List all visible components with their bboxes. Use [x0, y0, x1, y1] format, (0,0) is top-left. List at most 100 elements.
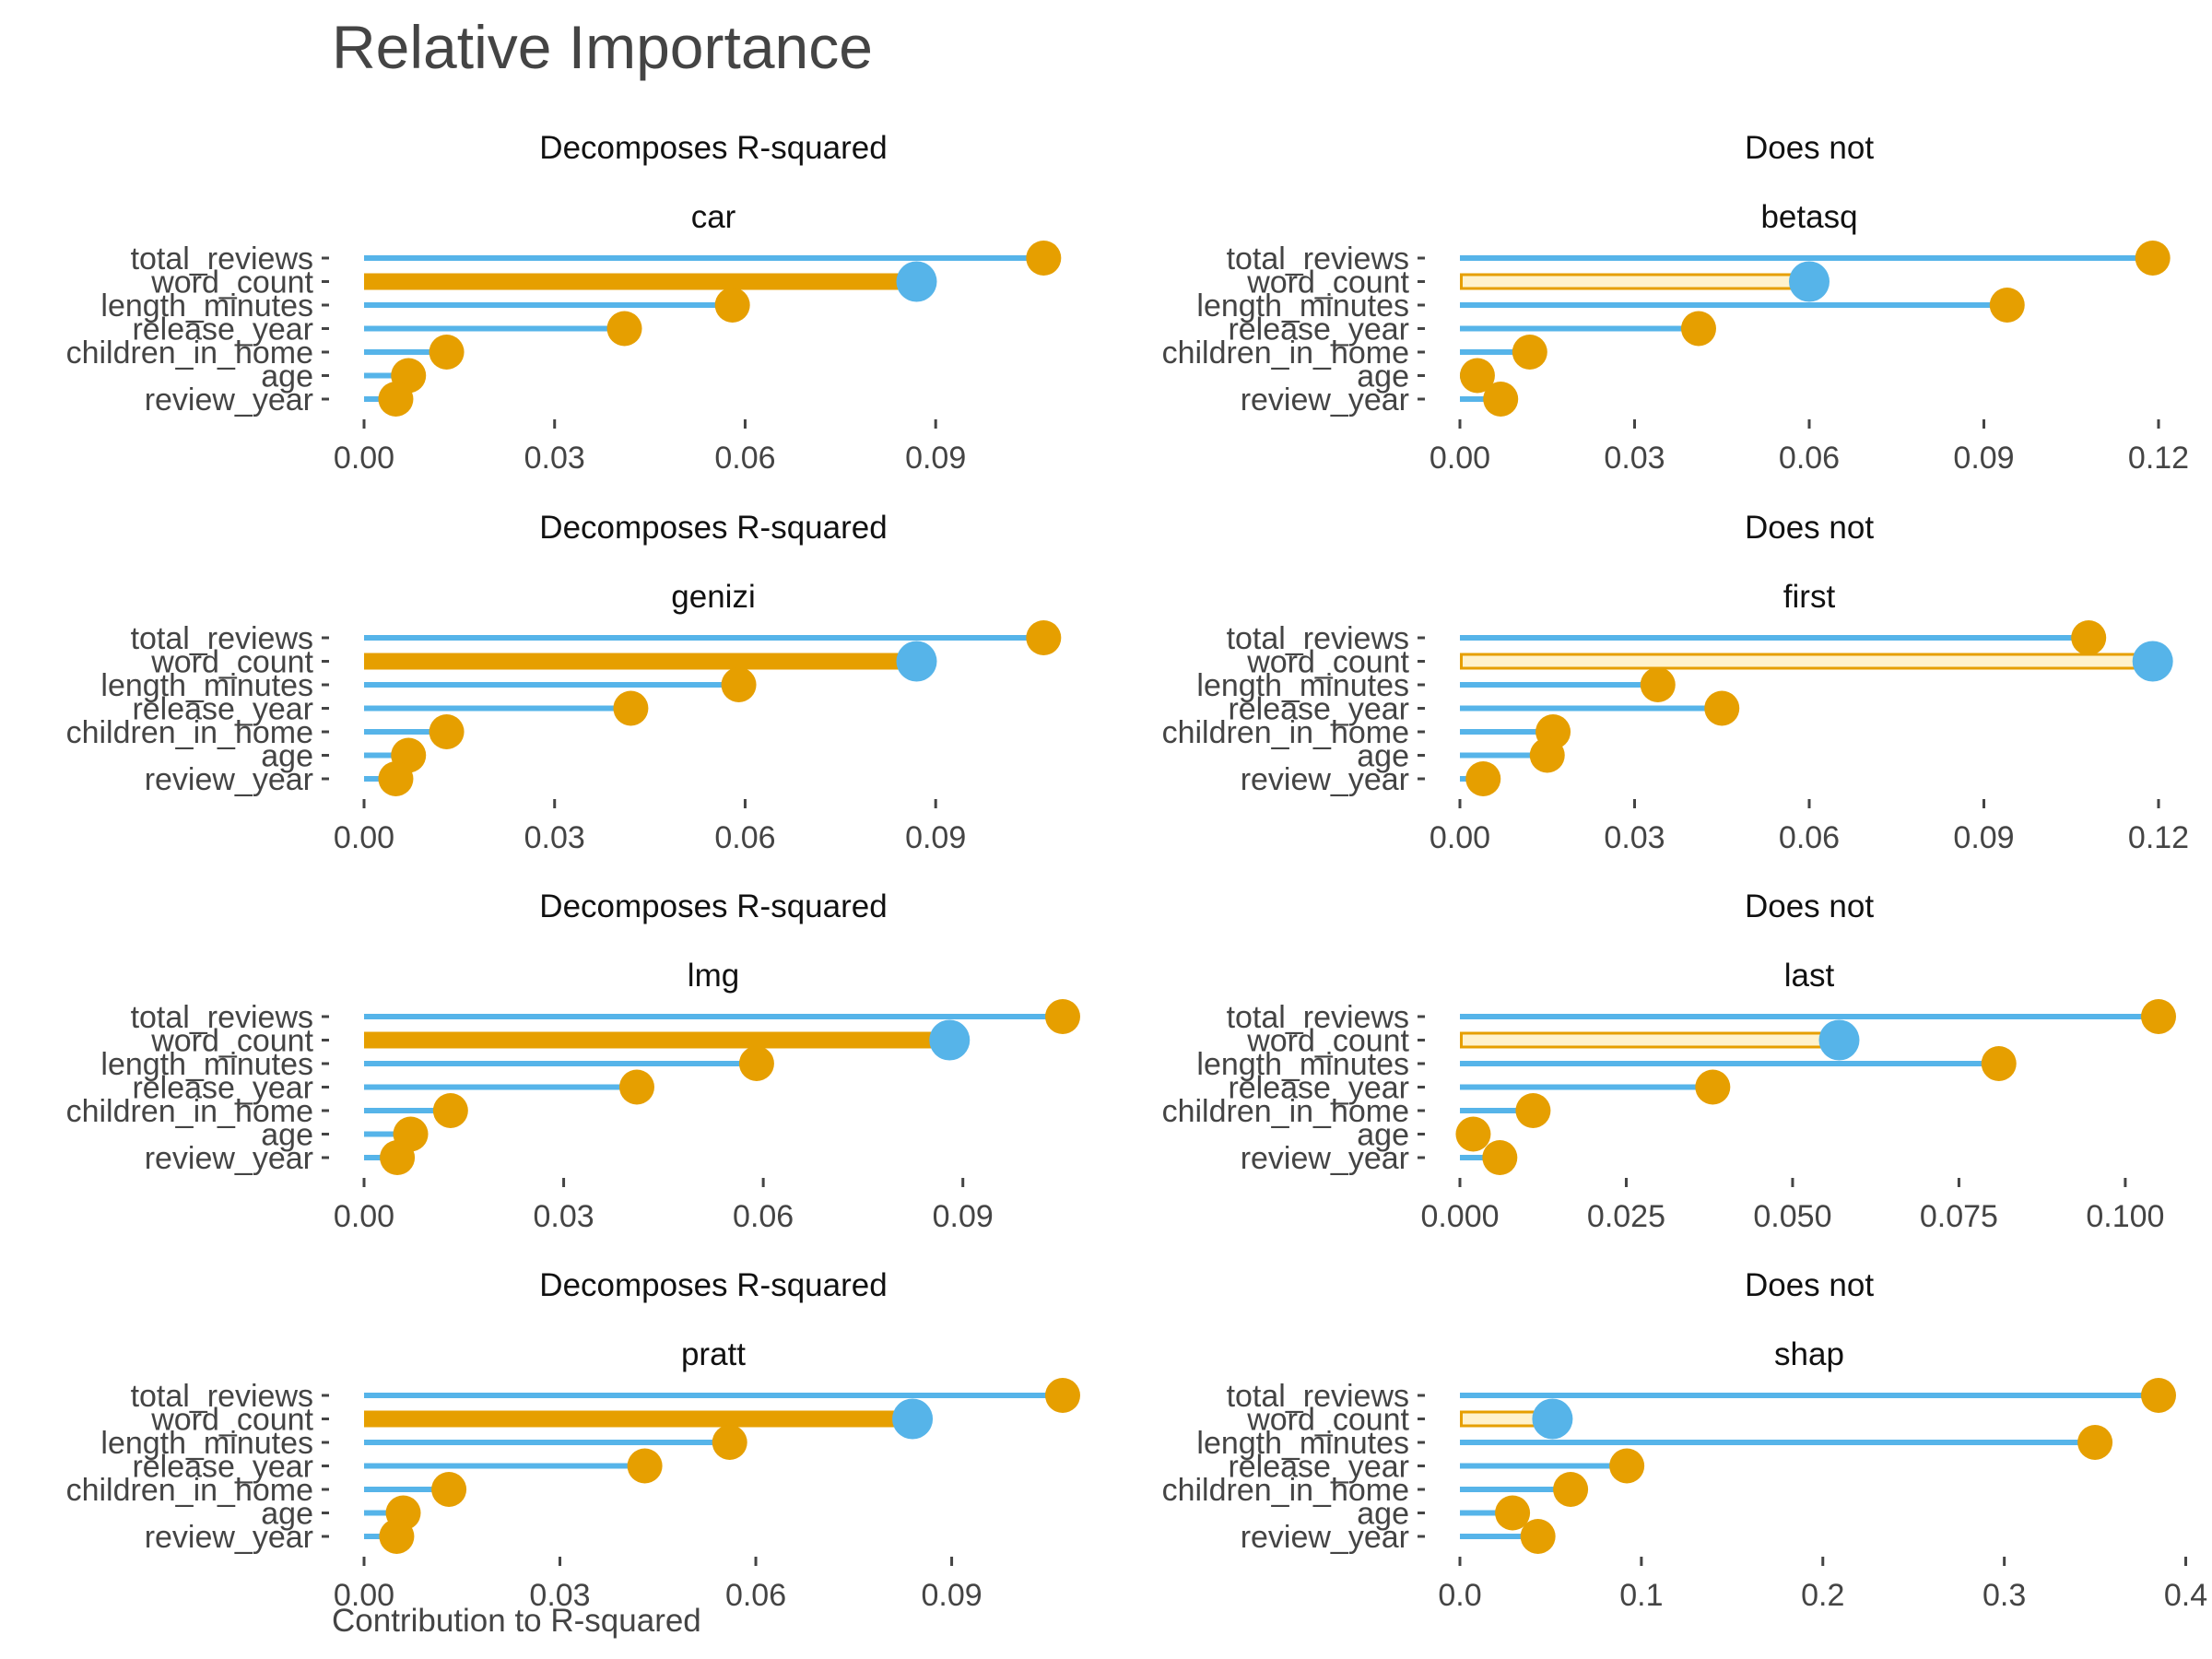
category-label: length_minutes: [1196, 288, 1409, 324]
category-label: age: [261, 359, 313, 394]
dot-length_minutes: [738, 1046, 774, 1081]
dot-release_year: [1680, 311, 1716, 347]
category-label: release_year: [132, 1450, 313, 1485]
category-label: children_in_home: [1162, 715, 1409, 750]
highlight-dot-word_count: [1532, 1398, 1573, 1440]
category-label: children_in_home: [1162, 335, 1409, 371]
dot-review_year: [378, 382, 414, 417]
category-label: word_count: [150, 1024, 313, 1059]
category-label: word_count: [1246, 1403, 1409, 1438]
dot-children_in_home: [1515, 1093, 1551, 1128]
dot-length_minutes: [1640, 667, 1676, 702]
category-label: total_reviews: [131, 621, 313, 656]
highlight-bar-word_count: [1460, 273, 1809, 290]
category-label: word_count: [1246, 265, 1409, 300]
category-label: review_year: [1241, 762, 1409, 797]
highlight-bar-word_count: [364, 1410, 913, 1428]
category-label: age: [1357, 739, 1409, 774]
category-label: age: [1357, 359, 1409, 394]
x-tick-label: 0.00: [334, 1199, 394, 1234]
x-tick-label: 0.1: [1619, 1578, 1663, 1613]
x-tick-label: 0.12: [2128, 820, 2189, 855]
x-axis-label: Contribution to R-squared: [332, 1603, 701, 1639]
panel-betasq: Does not betasq total_reviewsword_countlen…: [1162, 130, 2190, 476]
panel-group-label: Decomposes R-squared: [539, 510, 887, 546]
dot-total_reviews: [2071, 620, 2107, 655]
x-tick-label: 0.09: [1953, 820, 2014, 855]
highlight-dot-word_count: [929, 1019, 971, 1061]
panel-method-label: first: [1783, 579, 1836, 615]
panel-method-label: genizi: [671, 579, 755, 615]
x-tick-label: 0.4: [2164, 1578, 2207, 1613]
highlight-dot-word_count: [892, 1398, 934, 1440]
x-tick-label: 0.06: [714, 441, 775, 476]
chart-title: Relative Importance: [332, 13, 873, 81]
dot-review_year: [379, 1519, 415, 1554]
highlight-bar-word_count: [1460, 653, 2153, 670]
x-tick-label: 0.100: [2086, 1199, 2164, 1234]
category-label: review_year: [145, 382, 313, 418]
highlight-bar-word_count: [364, 1031, 950, 1049]
dot-release_year: [1704, 690, 1740, 726]
panel-pratt: Decomposes R-squared pratt total_reviewswo…: [66, 1267, 1080, 1613]
highlight-dot-word_count: [2132, 641, 2173, 682]
panel-last: Does not last total_reviewsword_countlengt…: [1162, 888, 2176, 1234]
dot-children_in_home: [432, 1093, 468, 1128]
category-label: total_reviews: [131, 241, 313, 276]
panel-method-label: last: [1784, 958, 1835, 994]
x-tick-label: 0.00: [1430, 441, 1490, 476]
x-tick-label: 0.000: [1420, 1199, 1499, 1234]
category-label: children_in_home: [66, 1094, 313, 1129]
dot-total_reviews: [1045, 999, 1080, 1034]
dot-total_reviews: [1045, 1378, 1080, 1413]
dot-children_in_home: [429, 714, 465, 749]
panel-group-label: Does not: [1745, 130, 1874, 166]
highlight-bar-word_count: [1460, 1031, 1840, 1049]
panel-method-label: shap: [1774, 1336, 1844, 1372]
category-label: total_reviews: [1227, 241, 1409, 276]
dot-release_year: [613, 690, 649, 726]
x-tick-label: 0.09: [933, 1199, 994, 1234]
x-tick-label: 0.00: [334, 441, 394, 476]
category-label: age: [1357, 1497, 1409, 1532]
dot-release_year: [606, 311, 642, 347]
x-tick-label: 0.03: [524, 441, 585, 476]
x-tick-label: 0.00: [334, 820, 394, 855]
x-tick-label: 0.03: [524, 820, 585, 855]
panel-car: Decomposes R-squared car total_reviewsword…: [66, 130, 1062, 476]
category-label: word_count: [150, 1403, 313, 1438]
category-label: length_minutes: [100, 668, 313, 703]
panels-group: Decomposes R-squaredcartotal_reviewsword…: [66, 130, 2208, 1613]
category-label: release_year: [132, 312, 313, 347]
panel-group-label: Decomposes R-squared: [539, 130, 887, 166]
category-label: age: [261, 1118, 313, 1153]
dot-age: [1455, 1116, 1491, 1152]
dot-release_year: [618, 1069, 654, 1105]
panel-shap: Does not shap total_reviewsword_countlengt…: [1162, 1267, 2208, 1613]
dot-review_year: [1520, 1519, 1556, 1554]
x-tick-label: 0.09: [905, 441, 966, 476]
x-tick-label: 0.00: [1430, 820, 1490, 855]
x-tick-label: 0.09: [905, 820, 966, 855]
category-label: length_minutes: [100, 288, 313, 324]
highlight-bar-word_count: [364, 653, 917, 670]
category-label: release_year: [1228, 1071, 1409, 1106]
x-tick-label: 0.3: [1983, 1578, 2026, 1613]
highlight-dot-word_count: [1789, 261, 1830, 302]
category-label: release_year: [1228, 692, 1409, 727]
category-label: age: [1357, 1118, 1409, 1153]
category-label: word_count: [1246, 645, 1409, 680]
dot-children_in_home: [431, 1472, 467, 1507]
dot-length_minutes: [2077, 1425, 2113, 1460]
dot-age: [1459, 358, 1495, 394]
x-tick-label: 0.06: [714, 820, 775, 855]
x-tick-label: 0.03: [1604, 441, 1665, 476]
category-label: review_year: [145, 762, 313, 797]
x-tick-label: 0.06: [725, 1578, 786, 1613]
x-tick-label: 0.2: [1801, 1578, 1844, 1613]
panel-group-label: Decomposes R-squared: [539, 1267, 887, 1303]
x-tick-label: 0.00: [334, 1578, 394, 1613]
panel-method-label: car: [691, 199, 736, 235]
x-tick-label: 0.12: [2128, 441, 2189, 476]
category-label: children_in_home: [66, 1473, 313, 1508]
